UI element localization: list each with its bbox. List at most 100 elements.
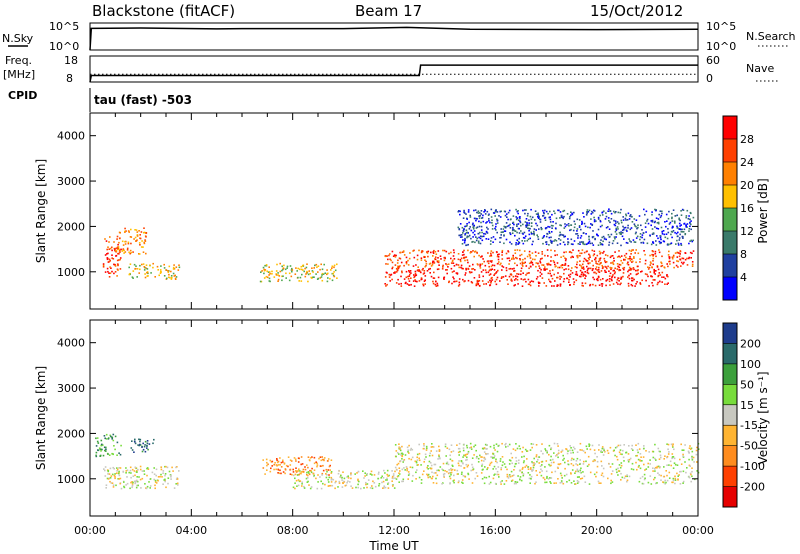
echo-cell (545, 481, 548, 484)
echo-cell (488, 265, 490, 268)
echo-cell (680, 244, 683, 246)
echo-cell (301, 483, 303, 485)
echo-cell (467, 464, 469, 467)
echo-cell (537, 262, 539, 265)
echo-cell (434, 256, 437, 258)
echo-cell (637, 442, 640, 445)
echo-cell (545, 285, 548, 287)
echo-cell (442, 266, 444, 268)
echo-cell (631, 279, 634, 282)
echo-cell (329, 464, 331, 467)
echo-cell (606, 254, 609, 257)
echo-cell (614, 454, 616, 457)
echo-cell (539, 465, 542, 467)
echo-cell (417, 266, 419, 268)
echo-cell (543, 268, 545, 270)
echo-cell (616, 279, 619, 281)
echo-cell (175, 266, 178, 268)
echo-cell (489, 221, 491, 224)
echo-cell (571, 255, 574, 258)
echo-cell (614, 276, 616, 279)
echo-cell (643, 473, 646, 476)
echo-cell (107, 437, 110, 439)
echo-cell (425, 445, 428, 448)
echo-cell (317, 474, 319, 476)
echo-cell (328, 476, 331, 479)
echo-cell (536, 474, 538, 476)
echo-cell (480, 210, 483, 212)
echo-cell (553, 461, 555, 464)
echo-cell (478, 215, 480, 217)
echo-cell (570, 463, 573, 465)
echo-cell (541, 277, 544, 279)
echo-cell (445, 269, 447, 271)
echo-cell (658, 272, 661, 274)
echo-cell (465, 225, 467, 227)
echo-cell (160, 466, 162, 469)
echo-cell (277, 278, 280, 281)
echo-cell (657, 274, 660, 277)
echo-cell (612, 262, 614, 264)
echo-cell (592, 264, 594, 267)
echo-cell (623, 258, 625, 261)
echo-cell (505, 238, 508, 241)
echo-cell (346, 476, 348, 478)
echo-cell (499, 210, 502, 213)
echo-cell (604, 269, 606, 272)
echo-cell (508, 275, 511, 278)
echo-cell (494, 280, 496, 283)
echo-cell (537, 238, 540, 240)
echo-cell (631, 261, 633, 263)
echo-cell (610, 218, 613, 220)
echo-cell (689, 465, 691, 467)
echo-cell (342, 482, 344, 484)
echo-cell (325, 473, 327, 475)
echo-cell (535, 222, 537, 225)
echo-cell (663, 233, 666, 236)
echo-cell (304, 466, 306, 468)
echo-cell (668, 257, 671, 260)
echo-cell (262, 266, 265, 269)
echo-cell (541, 237, 544, 239)
echo-cell (572, 464, 575, 467)
echo-cell (401, 480, 403, 483)
echo-cell (473, 217, 476, 220)
echo-cell (117, 478, 119, 480)
echo-cell (649, 463, 651, 465)
echo-cell (442, 469, 445, 472)
echo-cell (557, 453, 559, 455)
echo-cell (550, 464, 552, 467)
echo-cell (674, 222, 676, 224)
echo-cell (327, 272, 329, 275)
echo-cell (557, 467, 559, 469)
echo-cell (143, 470, 145, 472)
echo-cell (550, 260, 552, 262)
echo-cell (611, 279, 613, 282)
echo-cell (399, 470, 401, 472)
echo-cell (522, 466, 524, 469)
echo-cell (550, 275, 553, 277)
echo-cell (556, 276, 558, 279)
echo-cell (118, 478, 120, 480)
echo-cell (487, 262, 490, 265)
echo-cell (651, 228, 654, 230)
echo-cell (466, 236, 468, 239)
echo-cell (682, 455, 684, 458)
echo-cell (614, 251, 616, 253)
echo-cell (590, 218, 592, 220)
echo-cell (499, 237, 501, 239)
echo-cell (172, 272, 175, 275)
echo-cell (119, 467, 122, 469)
echo-cell (601, 236, 603, 239)
echo-cell (124, 251, 127, 253)
echo-cell (521, 471, 523, 474)
echo-cell (559, 472, 562, 475)
echo-cell (664, 483, 666, 485)
echo-cell (625, 229, 628, 231)
echo-cell (655, 255, 657, 258)
echo-cell (107, 246, 109, 248)
echo-cell (111, 482, 114, 484)
echo-cell (480, 472, 483, 474)
echo-cell (167, 271, 170, 274)
echo-cell (286, 267, 288, 269)
